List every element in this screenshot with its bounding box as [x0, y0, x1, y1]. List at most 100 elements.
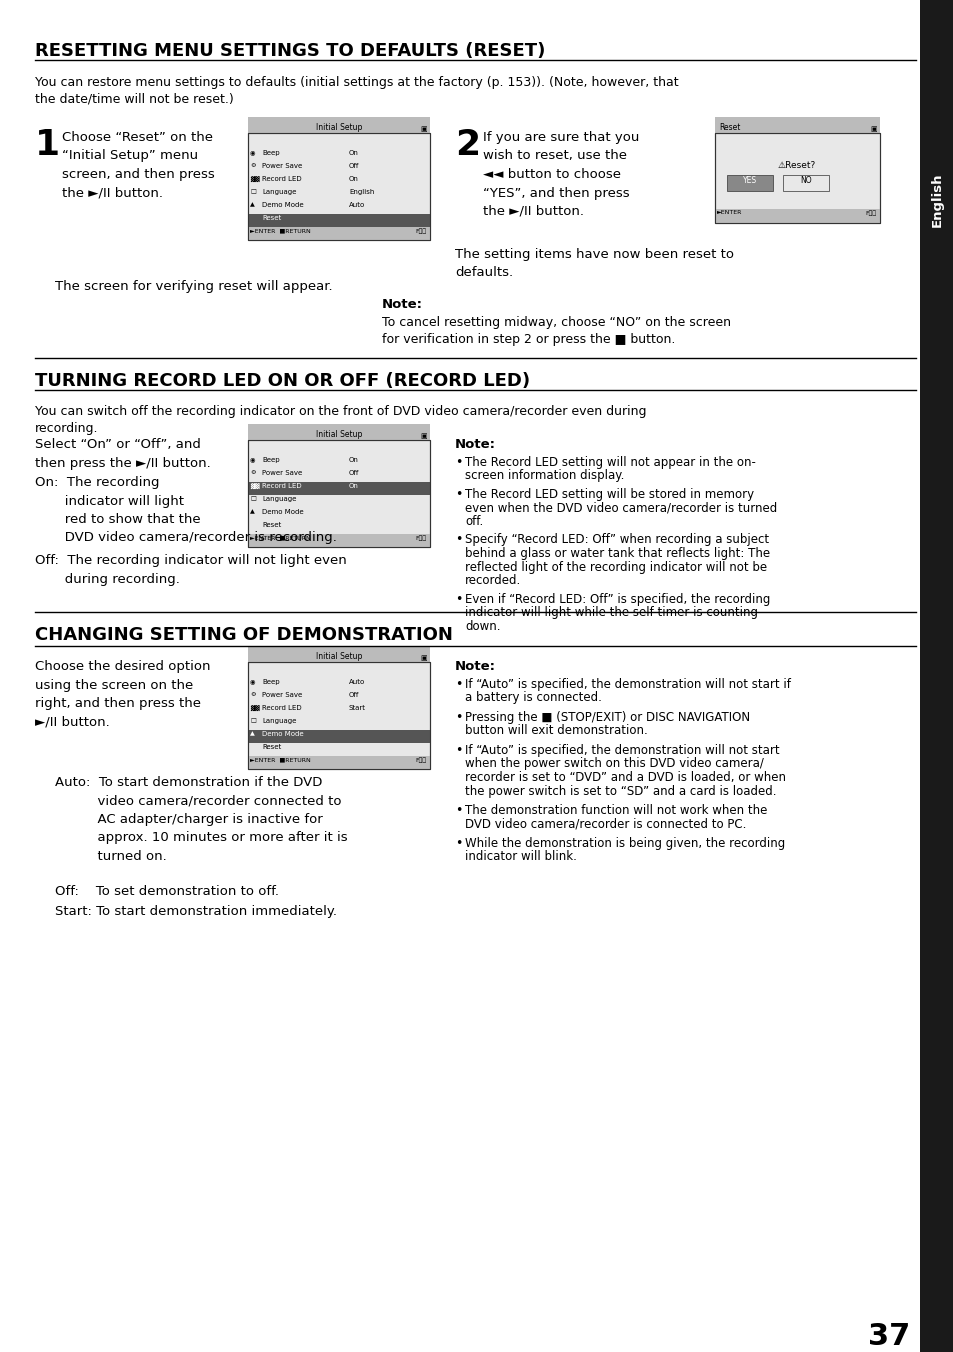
Text: Note:: Note: [455, 438, 496, 452]
Text: □: □ [250, 496, 255, 502]
Text: ⚙: ⚙ [250, 692, 255, 698]
Text: On: On [349, 176, 358, 183]
Bar [248, 756, 430, 769]
Text: ⚙: ⚙ [250, 470, 255, 475]
Bar [248, 662, 430, 769]
Text: •: • [455, 804, 462, 817]
Text: ◉: ◉ [250, 457, 255, 462]
Text: Off: Off [349, 164, 359, 169]
Text: Off: Off [349, 692, 359, 698]
Bar [248, 214, 430, 227]
Text: ►ENTER: ►ENTER [717, 210, 741, 215]
Text: 2: 2 [455, 128, 479, 162]
Text: Power Save: Power Save [262, 164, 302, 169]
Text: Language: Language [262, 189, 296, 195]
Text: English: English [929, 173, 943, 227]
Text: •: • [455, 534, 462, 546]
Bar [714, 210, 879, 223]
Text: Note:: Note: [381, 297, 422, 311]
Bar [248, 439, 430, 548]
Text: If “Auto” is specified, the demonstration will not start if: If “Auto” is specified, the demonstratio… [464, 677, 790, 691]
Text: ▣: ▣ [420, 654, 427, 661]
Bar [248, 425, 430, 439]
Text: Initial Setup: Initial Setup [315, 652, 362, 661]
Text: Auto: Auto [349, 201, 365, 208]
Text: Specify “Record LED: Off” when recording a subject: Specify “Record LED: Off” when recording… [464, 534, 768, 546]
Text: indicator will light while the self-timer is counting: indicator will light while the self-time… [464, 606, 758, 619]
Text: button will exit demonstration.: button will exit demonstration. [464, 725, 647, 737]
Text: •: • [455, 488, 462, 502]
Text: You can restore menu settings to defaults (initial settings at the factory (p. 1: You can restore menu settings to default… [35, 76, 678, 105]
Text: On: On [349, 483, 358, 489]
Text: TURNING RECORD LED ON OR OFF (RECORD LED): TURNING RECORD LED ON OR OFF (RECORD LED… [35, 372, 530, 389]
Text: F⎗⎗: F⎗⎗ [865, 210, 876, 215]
Text: Reset: Reset [719, 123, 740, 132]
Text: screen information display.: screen information display. [464, 469, 623, 483]
Bar [248, 439, 430, 548]
Text: off.: off. [464, 515, 483, 529]
Text: •: • [455, 456, 462, 469]
Text: You can switch off the recording indicator on the front of DVD video camera/reco: You can switch off the recording indicat… [35, 406, 646, 435]
Text: Off:  The recording indicator will not light even
       during recording.: Off: The recording indicator will not li… [35, 554, 346, 585]
Text: Initial Setup: Initial Setup [315, 430, 362, 439]
Text: To cancel resetting midway, choose “NO” on the screen
for verification in step 2: To cancel resetting midway, choose “NO” … [381, 316, 730, 346]
Text: Power Save: Power Save [262, 692, 302, 698]
Text: The Record LED setting will not appear in the on-: The Record LED setting will not appear i… [464, 456, 755, 469]
Text: On:  The recording
       indicator will light
       red to show that the
     : On: The recording indicator will light r… [35, 476, 336, 545]
Text: Language: Language [262, 718, 296, 725]
Text: Record LED: Record LED [262, 176, 301, 183]
Text: Choose “Reset” on the
“Initial Setup” menu
screen, and then press
the ►/II butto: Choose “Reset” on the “Initial Setup” me… [62, 131, 214, 200]
Text: 1: 1 [35, 128, 60, 162]
Bar [248, 534, 430, 548]
Text: even when the DVD video camera/recorder is turned: even when the DVD video camera/recorder … [464, 502, 777, 515]
Text: Reset: Reset [262, 744, 281, 750]
Text: Note:: Note: [455, 660, 496, 673]
Text: While the demonstration is being given, the recording: While the demonstration is being given, … [464, 837, 784, 850]
Text: Language: Language [262, 496, 296, 502]
Bar [919, 0, 953, 1352]
Text: If “Auto” is specified, the demonstration will not start: If “Auto” is specified, the demonstratio… [464, 744, 779, 757]
Text: Beep: Beep [262, 150, 279, 155]
Text: CHANGING SETTING OF DEMONSTRATION: CHANGING SETTING OF DEMONSTRATION [35, 626, 453, 644]
Text: Auto:  To start demonstration if the DVD
          video camera/recorder connect: Auto: To start demonstration if the DVD … [55, 776, 347, 863]
Text: ⚙: ⚙ [250, 164, 255, 168]
Text: indicator will blink.: indicator will blink. [464, 850, 577, 864]
Text: •: • [455, 592, 462, 606]
Text: The screen for verifying reset will appear.: The screen for verifying reset will appe… [55, 280, 333, 293]
Text: the power switch is set to “SD” and a card is loaded.: the power switch is set to “SD” and a ca… [464, 784, 776, 798]
Text: behind a glass or water tank that reflects light: The: behind a glass or water tank that reflec… [464, 548, 769, 560]
Text: □: □ [250, 718, 255, 723]
Bar [782, 174, 828, 191]
Bar [248, 118, 430, 132]
Text: NO: NO [800, 176, 811, 185]
Text: ▣: ▣ [420, 126, 427, 132]
Text: 37: 37 [867, 1322, 909, 1351]
Text: Beep: Beep [262, 679, 279, 685]
Text: ▓▓: ▓▓ [250, 704, 259, 711]
Text: Auto: Auto [349, 679, 365, 685]
Text: Demo Mode: Demo Mode [262, 508, 303, 515]
Bar [248, 227, 430, 241]
Text: Record LED: Record LED [262, 483, 301, 489]
Text: The demonstration function will not work when the: The demonstration function will not work… [464, 804, 766, 817]
Text: Off:    To set demonstration to off.: Off: To set demonstration to off. [55, 886, 278, 898]
Text: F⎗⎗: F⎗⎗ [416, 535, 427, 541]
Text: recorded.: recorded. [464, 575, 520, 587]
Text: •: • [455, 677, 462, 691]
Text: Reset: Reset [262, 522, 281, 529]
Text: •: • [455, 837, 462, 850]
Text: If you are sure that you
wish to reset, use the
◄◄ button to choose
“YES”, and t: If you are sure that you wish to reset, … [482, 131, 639, 218]
Text: ▓▓: ▓▓ [250, 176, 259, 183]
Text: ►ENTER  ■RETURN: ►ENTER ■RETURN [250, 228, 311, 233]
Text: Beep: Beep [262, 457, 279, 462]
Text: Off: Off [349, 470, 359, 476]
Text: Initial Setup: Initial Setup [315, 123, 362, 132]
Text: down.: down. [464, 619, 500, 633]
Text: F⎗⎗: F⎗⎗ [416, 228, 427, 234]
Text: Pressing the ■ (STOP/EXIT) or DISC NAVIGATION: Pressing the ■ (STOP/EXIT) or DISC NAVIG… [464, 711, 749, 725]
Text: English: English [349, 189, 374, 195]
Text: Select “On” or “Off”, and
then press the ►/II button.: Select “On” or “Off”, and then press the… [35, 438, 211, 469]
Text: Record LED: Record LED [262, 704, 301, 711]
Bar [248, 132, 430, 241]
Bar [248, 662, 430, 769]
